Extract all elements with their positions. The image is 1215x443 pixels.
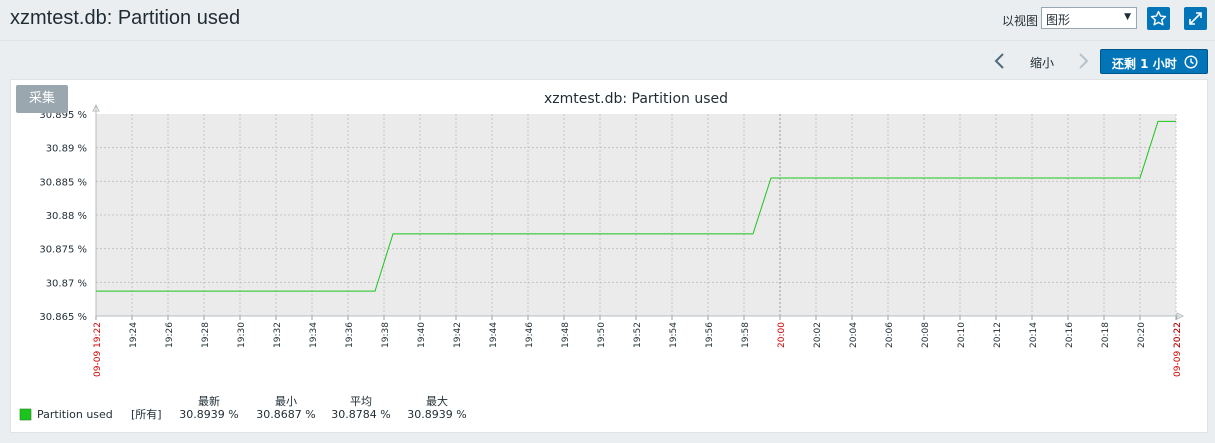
view-as-selected-value: 图形 [1046, 13, 1071, 27]
legend-value: 30.8939 % [179, 408, 238, 421]
x-tick-label: 19:28 [201, 322, 211, 348]
view-as-label: 以视图 [1002, 14, 1039, 28]
x-tick-label: 19:30 [237, 322, 247, 348]
legend-header: 最大 [426, 394, 448, 408]
x-tick-label: 20:10 [957, 322, 967, 348]
x-tick-label: 19:56 [705, 322, 715, 348]
time-next-button[interactable] [1076, 52, 1090, 70]
time-prev-button[interactable] [993, 52, 1007, 70]
page-title: xzmtest.db: Partition used [10, 7, 241, 29]
x-tick-label: 19:46 [525, 322, 535, 348]
x-tick-label: 20:12 [993, 322, 1003, 348]
x-tick-label: 19:24 [129, 322, 139, 348]
x-tick-label: 19:38 [381, 322, 391, 348]
x-tick-label: 20:14 [1029, 322, 1039, 348]
star-icon [1150, 10, 1167, 26]
x-tick-label: 19:58 [741, 322, 751, 348]
chart-title: xzmtest.db: Partition used [544, 91, 728, 107]
y-tick-label: 30.89 % [46, 144, 87, 155]
legend-header: 最小 [275, 395, 297, 408]
clock-icon [1184, 55, 1198, 69]
x-tick-label: 19:40 [417, 322, 427, 348]
x-tick-label: 20:16 [1065, 322, 1075, 348]
zoom-out-button[interactable]: 缩小 [1030, 56, 1055, 70]
x-tick-label: 19:32 [273, 322, 283, 348]
page-header: xzmtest.db: Partition used 以视图 图形 ▼ [0, 0, 1215, 41]
legend-header: 平均 [350, 395, 372, 408]
time-range-label: 还剩 1 小时 [1112, 57, 1177, 71]
y-tick-label: 30.87 % [46, 278, 87, 289]
x-tick-label: 20:08 [921, 322, 931, 348]
x-tick-label: 09-09 20:22 [1173, 322, 1183, 377]
legend-header: 最新 [198, 394, 220, 408]
legend-value: 30.8784 % [331, 408, 390, 421]
x-tick-label: 19:44 [489, 322, 499, 348]
x-tick-label: 20:20 [1137, 322, 1147, 348]
y-tick-label: 30.895 % [39, 110, 87, 121]
series-line-partition-used [96, 120, 1176, 292]
view-as-select[interactable]: 图形 ▼ [1041, 7, 1137, 29]
x-tick-label: 19:52 [633, 322, 643, 348]
y-tick-label: 30.885 % [39, 177, 87, 188]
x-tick-label: 19:48 [561, 322, 571, 348]
x-tick-label: 19:36 [345, 322, 355, 348]
x-tick-label: 20:22 [1173, 322, 1183, 348]
chevron-left-icon [994, 53, 1004, 69]
legend-value: 30.8687 % [256, 408, 315, 421]
y-tick-label: 30.875 % [39, 245, 87, 256]
x-tick-label: 20:04 [849, 322, 859, 348]
x-tick-label: 20:06 [885, 322, 895, 348]
x-tick-label: 09-09 19:22 [93, 322, 103, 377]
add-to-favorites-button[interactable] [1147, 7, 1170, 30]
legend-series-name: Partition used [37, 408, 113, 421]
dropdown-arrow-icon: ▼ [1124, 12, 1131, 22]
x-tick-label: 19:42 [453, 322, 463, 348]
x-tick-label: 19:54 [669, 322, 679, 348]
chevron-right-icon [1079, 53, 1089, 69]
legend-swatch [19, 408, 32, 421]
fullscreen-button[interactable] [1184, 7, 1207, 30]
x-tick-label: 19:34 [309, 322, 319, 348]
collect-button[interactable]: 采集 [16, 85, 68, 113]
legend-value: 30.8939 % [407, 408, 466, 421]
time-range-button[interactable]: 还剩 1 小时 [1100, 49, 1208, 74]
y-tick-label: 30.88 % [46, 211, 87, 222]
x-tick-label: 20:02 [813, 322, 823, 348]
x-tick-label: 20:18 [1101, 322, 1111, 348]
x-tick-label: 19:50 [597, 322, 607, 348]
y-tick-label: 30.865 % [39, 312, 87, 323]
x-axis-arrow [1176, 312, 1185, 320]
x-tick-label: 19:26 [165, 322, 175, 348]
fullscreen-icon [1189, 12, 1202, 25]
x-tick-label: 20:00 [777, 322, 787, 348]
y-axis-arrow [92, 103, 100, 112]
legend-scope: [所有] [131, 407, 162, 421]
